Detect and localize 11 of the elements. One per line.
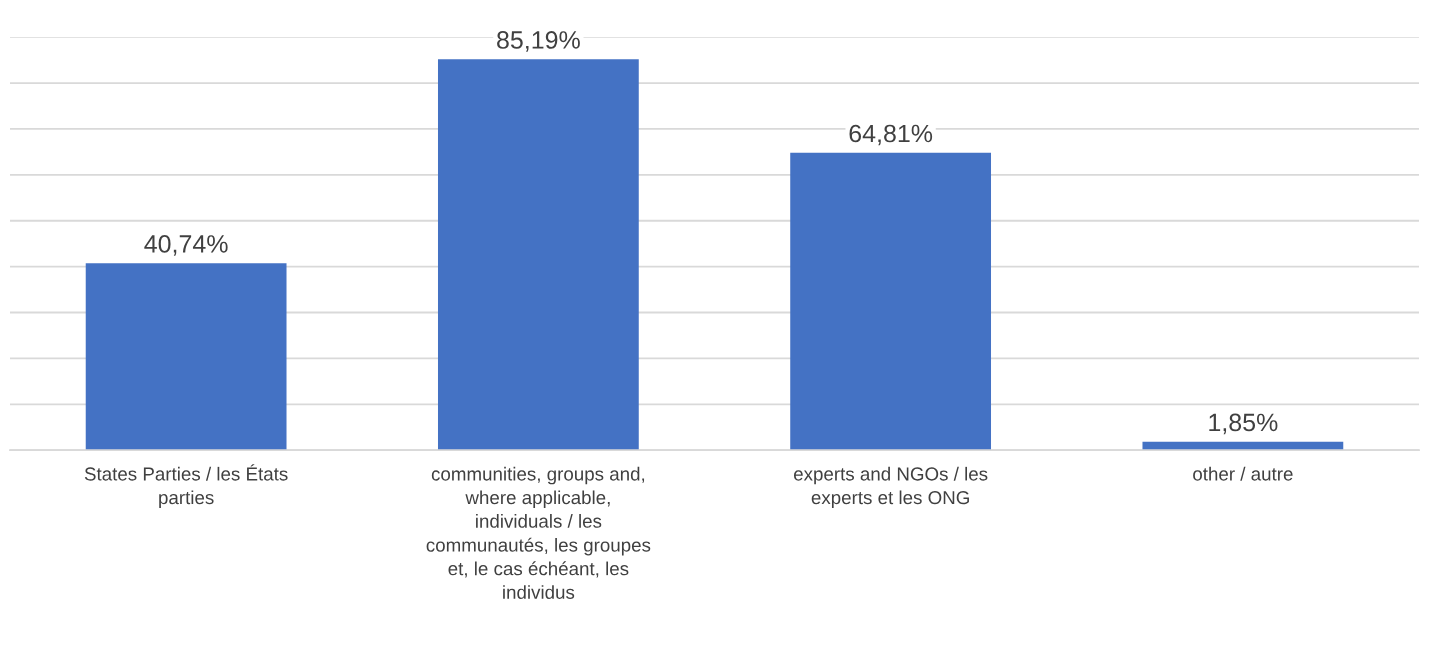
data-label: 64,81% xyxy=(849,124,933,146)
x-tick-label: States Parties / les États parties xyxy=(84,464,288,508)
data-label: 85,19% xyxy=(497,31,580,52)
bar xyxy=(85,263,287,451)
x-tick-label: communities, groups and, where applicable, individuals / les communautés, les groupes et, le cas échéant, les individus xyxy=(426,466,651,599)
bar xyxy=(437,59,639,451)
x-tick-label: other / autre xyxy=(1193,466,1293,481)
bar xyxy=(790,152,992,451)
data-label: 40,74% xyxy=(144,235,228,256)
x-tick-label: experts and NGOs / les experts et les ONG xyxy=(793,466,988,508)
data-label: 1,85% xyxy=(1209,413,1278,435)
